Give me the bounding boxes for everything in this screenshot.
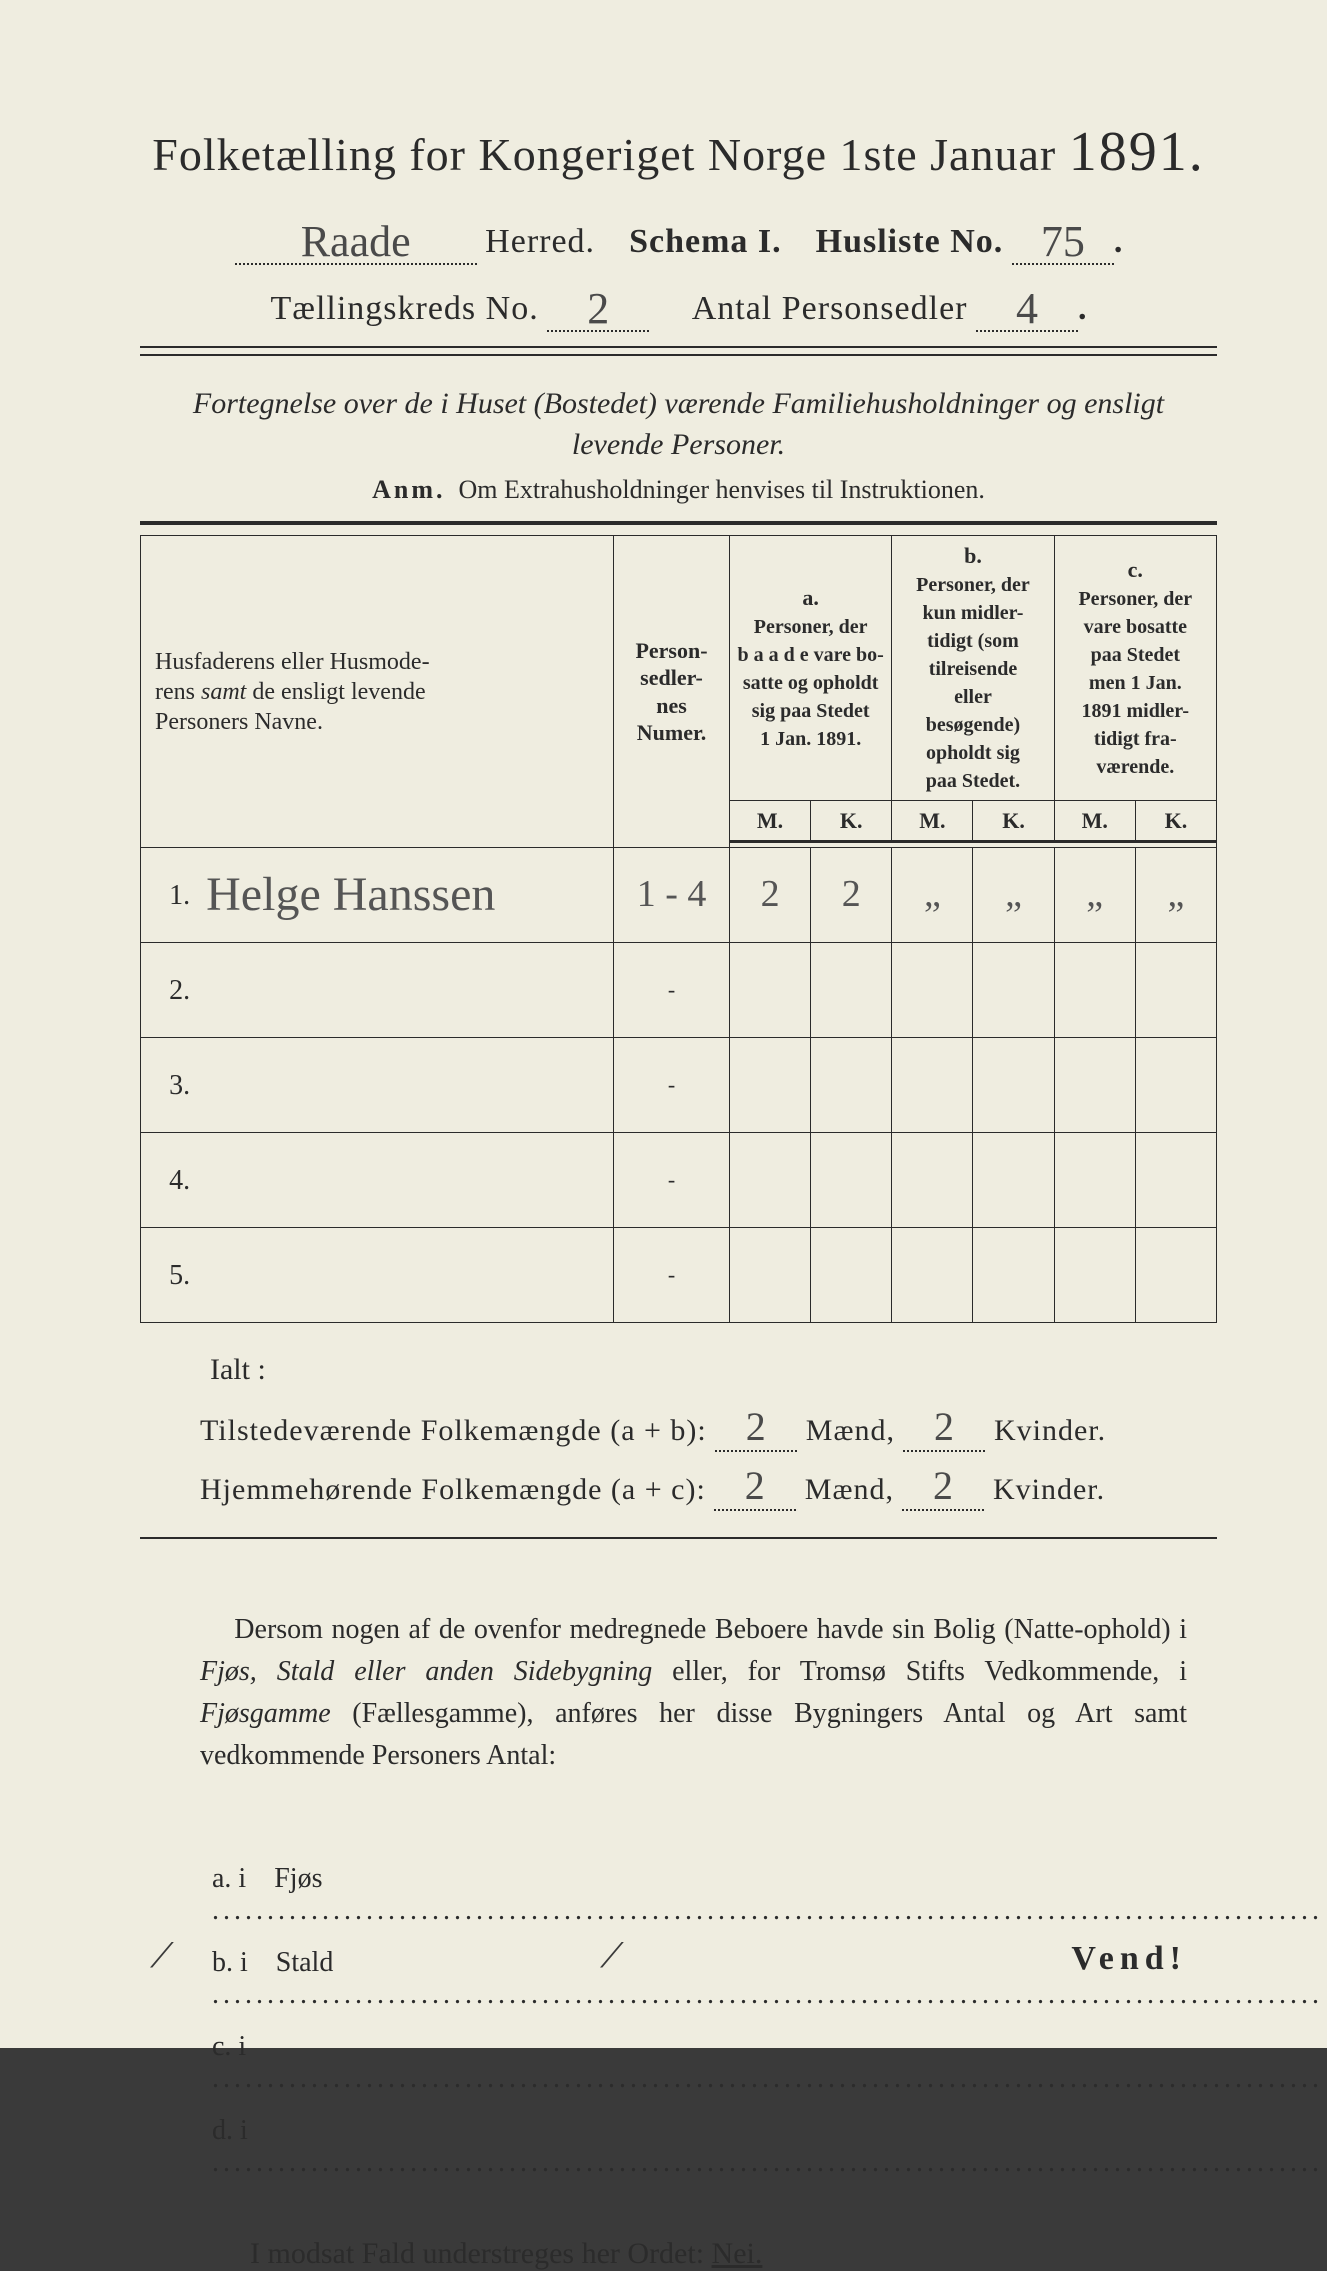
table-row: 4. -	[141, 1133, 1217, 1228]
herred-value: Raade	[301, 217, 411, 266]
modsat-line: I modsat Fald understreges her Ordet: Ne…	[250, 2237, 1217, 2271]
title-main: Folketælling for Kongeriget Norge 1ste J…	[152, 129, 1056, 180]
anm-lead: Anm.	[372, 475, 445, 504]
vend-label: Vend!	[1071, 1940, 1187, 1978]
lower-row: d. i	[200, 2105, 1327, 2189]
antal-label: Antal Personsedler	[692, 290, 968, 327]
husliste-value: 75	[1041, 217, 1085, 266]
header-line-2: Tællingskreds No. 2 Antal Personsedler 4…	[140, 279, 1217, 332]
col-b-k: K.	[973, 800, 1054, 842]
schema-label: Schema I.	[629, 223, 782, 260]
col-names: Husfaderens eller Husmode-rens samt de e…	[141, 536, 614, 848]
table-row: 2. -	[141, 943, 1217, 1038]
table-row: 3. -	[141, 1038, 1217, 1133]
name-value: Helge Hanssen	[206, 868, 495, 921]
census-form-page: Folketælling for Kongeriget Norge 1ste J…	[0, 0, 1327, 2048]
outbuilding-paragraph: Dersom nogen af de ovenfor medregnede Be…	[200, 1609, 1187, 1777]
col-c-k: K.	[1135, 800, 1216, 842]
col-b: b. Personer, derkun midler-tidigt (somti…	[892, 536, 1054, 801]
binding-mark-icon: ⟋	[600, 1938, 624, 1976]
table-row: 1. Helge Hanssen 1 - 4 2 2 „ „ „ „	[141, 848, 1217, 943]
kreds-value: 2	[587, 284, 609, 333]
sum-line-present: Tilstedeværende Folkemængde (a + b): 2 M…	[200, 1403, 1217, 1452]
husliste-label: Husliste No.	[816, 223, 1004, 260]
fortegnelse-text: Fortegnelse over de i Huset (Bostedet) v…	[170, 384, 1187, 465]
lower-row: a. i Fjøs	[200, 1853, 1327, 1937]
antal-value: 4	[1016, 284, 1038, 333]
census-table: Husfaderens eller Husmode-rens samt de e…	[140, 535, 1217, 1323]
col-a: a. Personer, derb a a d e vare bo-satte …	[729, 536, 891, 801]
nei-word: Nei.	[712, 2237, 763, 2270]
col-c: c. Personer, dervare bosattepaa Stedetme…	[1054, 536, 1216, 801]
header-line-1: Raade Herred. Schema I. Husliste No. 75.	[140, 212, 1217, 265]
col-a-k: K.	[811, 800, 892, 842]
col-personsedler: Person-sedler-nesNumer.	[614, 536, 730, 848]
col-b-m: M.	[892, 800, 973, 842]
col-a-m: M.	[729, 800, 810, 842]
table-row: 5. -	[141, 1228, 1217, 1323]
lower-row: c. i	[200, 2021, 1327, 2105]
ialt-label: Ialt :	[210, 1353, 1217, 1387]
binding-mark-icon: ⟋	[150, 1938, 174, 1976]
col-c-m: M.	[1054, 800, 1135, 842]
outbuilding-table: Mænd. Kvinder. a. i Fjøs b. i Stald c. i…	[200, 1799, 1327, 2189]
herred-label: Herred.	[485, 223, 595, 260]
anm-rest: Om Extrahusholdninger henvises til Instr…	[458, 475, 984, 504]
title-year: 1891.	[1069, 121, 1205, 183]
page-title: Folketælling for Kongeriget Norge 1ste J…	[140, 120, 1217, 184]
sum-line-home: Hjemmehørende Folkemængde (a + c): 2 Mæn…	[200, 1462, 1217, 1511]
kreds-label: Tællingskreds No.	[271, 290, 539, 327]
anm-line: Anm. Om Extrahusholdninger henvises til …	[140, 475, 1217, 505]
